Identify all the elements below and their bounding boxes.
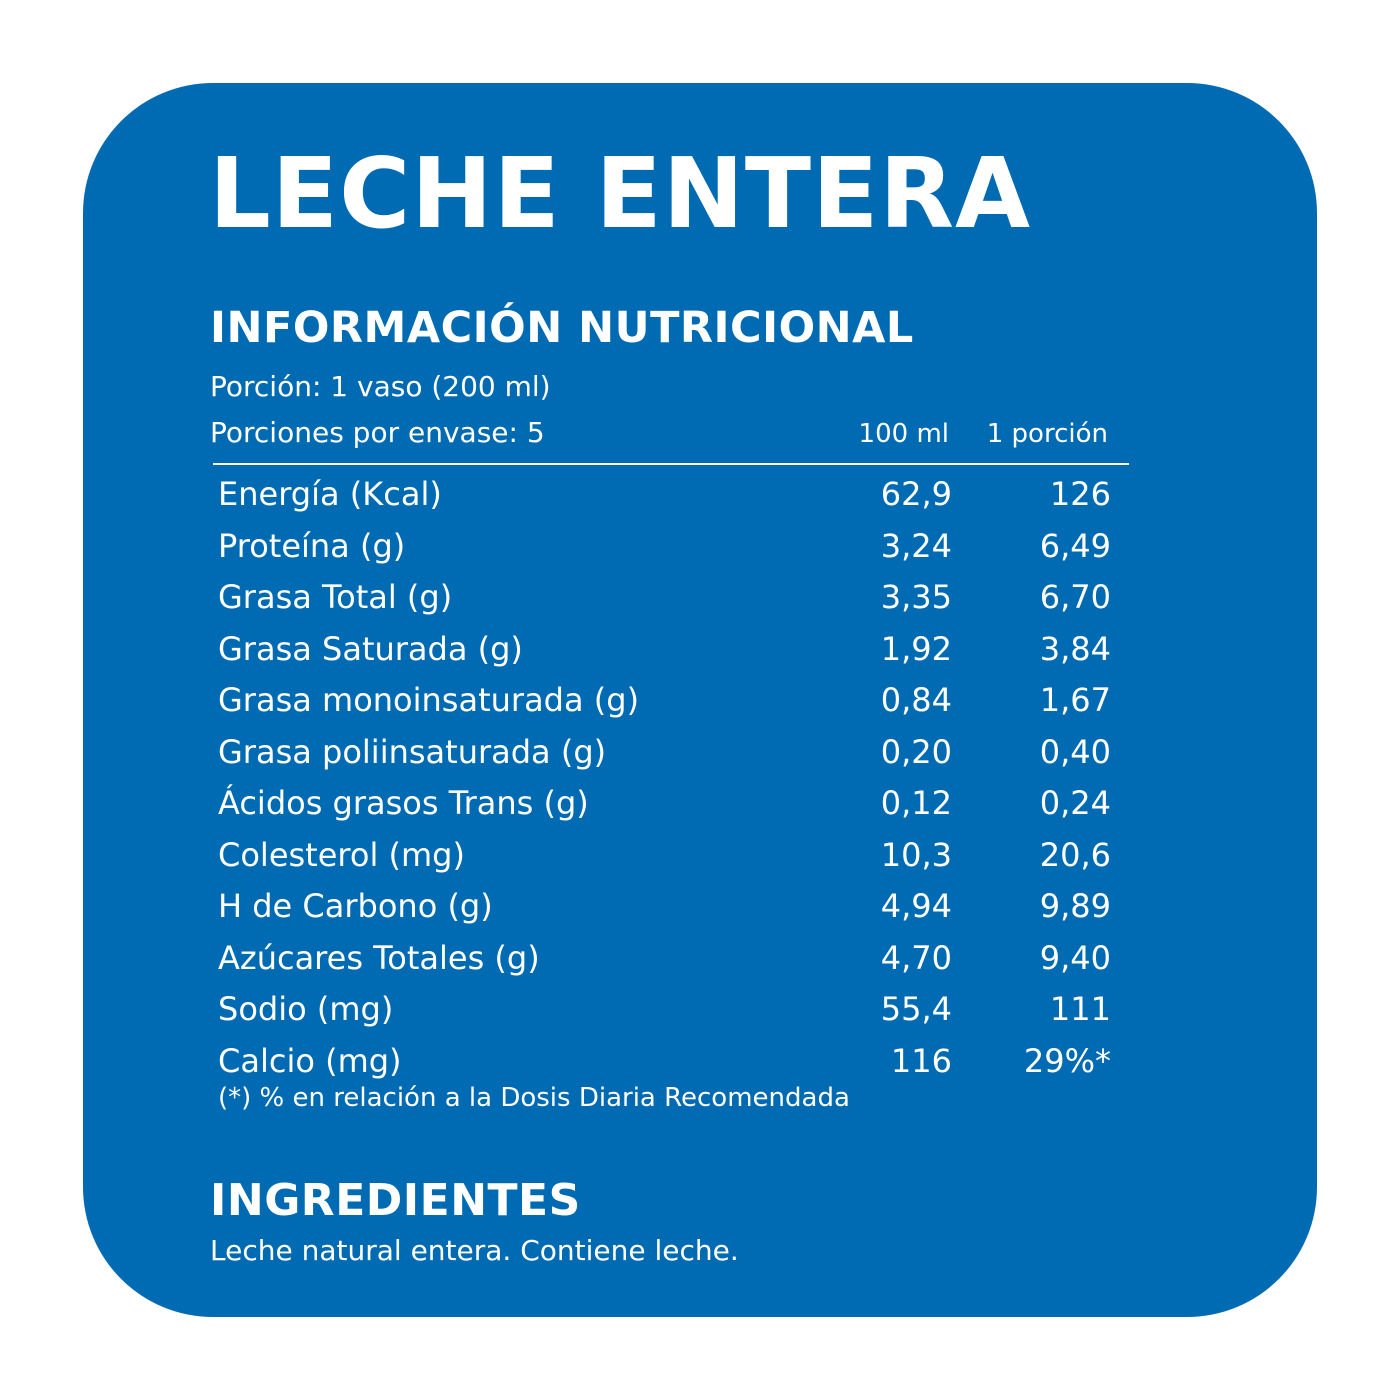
- value-100ml: 10,3: [880, 835, 952, 874]
- serving-size: Porción: 1 vaso (200 ml): [210, 370, 551, 403]
- ingredients-text: Leche natural entera. Contiene leche.: [210, 1234, 739, 1267]
- table-row: H de Carbono (g) 4,94 9,89: [218, 881, 1118, 933]
- column-header-100ml: 100 ml: [858, 419, 949, 449]
- value-portion: 6,49: [1039, 526, 1111, 565]
- table-row: Energía (Kcal) 62,9 126: [218, 469, 1118, 521]
- table-row: Colesterol (mg) 10,3 20,6: [218, 830, 1118, 882]
- table-row: Sodio (mg) 55,4 111: [218, 984, 1118, 1036]
- value-100ml: 0,84: [880, 681, 952, 719]
- nutrient-label: Proteína (g): [218, 526, 406, 565]
- value-portion: 1,67: [1039, 681, 1111, 719]
- table-row: Calcio (mg) 116 29%*: [218, 1036, 1118, 1088]
- nutrient-label: Azúcares Totales (g): [218, 938, 540, 977]
- nutrient-label: Colesterol (mg): [218, 835, 465, 874]
- value-portion: 6,70: [1039, 578, 1111, 616]
- table-row: Azúcares Totales (g) 4,70 9,40: [218, 933, 1118, 985]
- value-100ml: 4,70: [880, 938, 952, 977]
- header-divider: [213, 463, 1129, 465]
- value-portion: 0,24: [1039, 784, 1111, 822]
- product-title: LECHE ENTERA: [209, 137, 1032, 250]
- value-portion: 9,40: [1039, 938, 1111, 977]
- value-100ml: 0,12: [880, 784, 952, 822]
- nutrient-label: Grasa Total (g): [218, 578, 453, 616]
- nutrient-label: Calcio (mg): [218, 1041, 402, 1080]
- nutrient-label: Grasa poliinsaturada (g): [218, 732, 607, 771]
- table-row: Grasa Total (g) 3,35 6,70: [218, 572, 1118, 624]
- footnote: (*) % en relación a la Dosis Diaria Reco…: [218, 1083, 850, 1113]
- servings-per-container: Porciones por envase: 5: [210, 416, 545, 449]
- value-100ml: 0,20: [880, 732, 952, 771]
- nutrient-label: Ácidos grasos Trans (g): [218, 784, 589, 822]
- value-100ml: 3,35: [880, 578, 952, 616]
- value-portion: 0,40: [1039, 732, 1111, 771]
- nutrition-heading: INFORMACIÓN NUTRICIONAL: [210, 303, 914, 353]
- nutrient-label: Energía (Kcal): [218, 475, 442, 513]
- nutrient-label: Sodio (mg): [218, 990, 394, 1028]
- table-row: Grasa Saturada (g) 1,92 3,84: [218, 624, 1118, 676]
- value-100ml: 55,4: [880, 990, 952, 1028]
- table-row: Ácidos grasos Trans (g) 0,12 0,24: [218, 778, 1118, 830]
- ingredients-heading: INGREDIENTES: [210, 1175, 581, 1226]
- value-portion: 126: [1049, 475, 1111, 513]
- table-row: Grasa monoinsaturada (g) 0,84 1,67: [218, 675, 1118, 727]
- value-portion: 111: [1049, 990, 1111, 1028]
- value-portion: 3,84: [1039, 629, 1111, 668]
- value-portion: 29%*: [1023, 1041, 1111, 1080]
- nutrient-label: H de Carbono (g): [218, 887, 493, 925]
- value-portion: 20,6: [1039, 835, 1111, 874]
- table-row: Grasa poliinsaturada (g) 0,20 0,40: [218, 727, 1118, 779]
- table-row: Proteína (g) 3,24 6,49: [218, 521, 1118, 573]
- nutrition-table: Energía (Kcal) 62,9 126 Proteína (g) 3,24 6,…: [218, 469, 1118, 1087]
- column-header-portion: 1 porción: [986, 419, 1108, 449]
- value-portion: 9,89: [1039, 887, 1111, 925]
- value-100ml: 1,92: [880, 629, 952, 668]
- value-100ml: 116: [890, 1041, 952, 1080]
- value-100ml: 3,24: [880, 526, 952, 565]
- nutrient-label: Grasa monoinsaturada (g): [218, 681, 640, 719]
- nutrition-card: LECHE ENTERA INFORMACIÓN NUTRICIONAL Por…: [83, 83, 1317, 1317]
- value-100ml: 4,94: [880, 887, 952, 925]
- value-100ml: 62,9: [880, 475, 952, 513]
- nutrient-label: Grasa Saturada (g): [218, 629, 523, 668]
